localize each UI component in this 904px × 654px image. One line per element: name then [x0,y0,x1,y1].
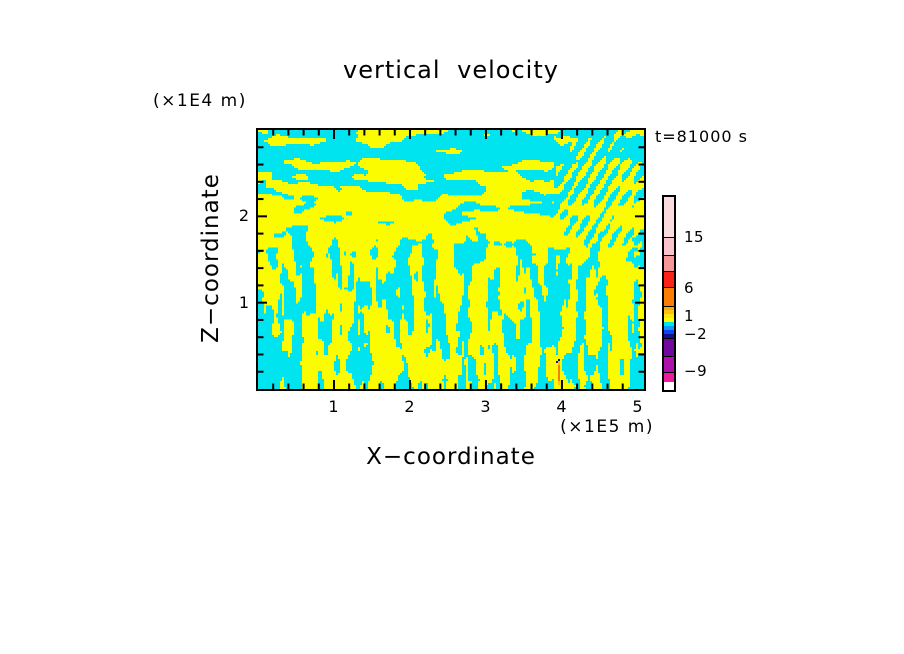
colorbar-segment [664,237,674,255]
x-tick-label: 2 [404,397,416,416]
colorbar-segment [664,338,674,356]
x-tick-label: 5 [632,397,644,416]
time-annotation: t=81000 s [655,127,748,146]
z-tick-label: 1 [238,292,250,312]
colorbar-segment [664,372,674,382]
x-tick-label: 3 [480,397,492,416]
colorbar-level-label: −9 [684,362,708,380]
axes-ticks [258,130,644,389]
colorbar-segment [664,255,674,271]
colorbar-segment [664,287,674,306]
colorbar-segment [664,322,674,326]
colorbar [662,195,676,392]
chart-title: vertical velocity [343,56,559,84]
x-tick-label: 1 [328,397,340,416]
z-axis-title: Z−coordinate [198,173,224,343]
x-tick-label: 4 [556,397,568,416]
colorbar-segment [664,310,674,314]
colorbar-segment [664,356,674,372]
colorbar-segment [664,318,674,322]
plot-area [256,128,646,391]
colorbar-level-label: 15 [684,228,705,246]
colorbar-segment [664,314,674,318]
x-axis-title: X−coordinate [366,444,536,470]
x-axis-unit: (×1E5 m) [560,417,654,437]
colorbar-level-label: 6 [684,279,695,297]
colorbar-segment [664,334,674,338]
colorbar-segment [664,326,674,330]
z-axis-unit: (×1E4 m) [153,91,247,111]
colorbar-segment [664,197,674,237]
colorbar-segment [664,306,674,310]
z-tick-label: 2 [238,206,250,226]
colorbar-segment [664,330,674,334]
colorbar-segment [664,271,674,287]
colorbar-level-label: 1 [684,307,695,325]
velocity-field-raster [258,130,644,389]
colorbar-level-label: −2 [684,325,708,343]
